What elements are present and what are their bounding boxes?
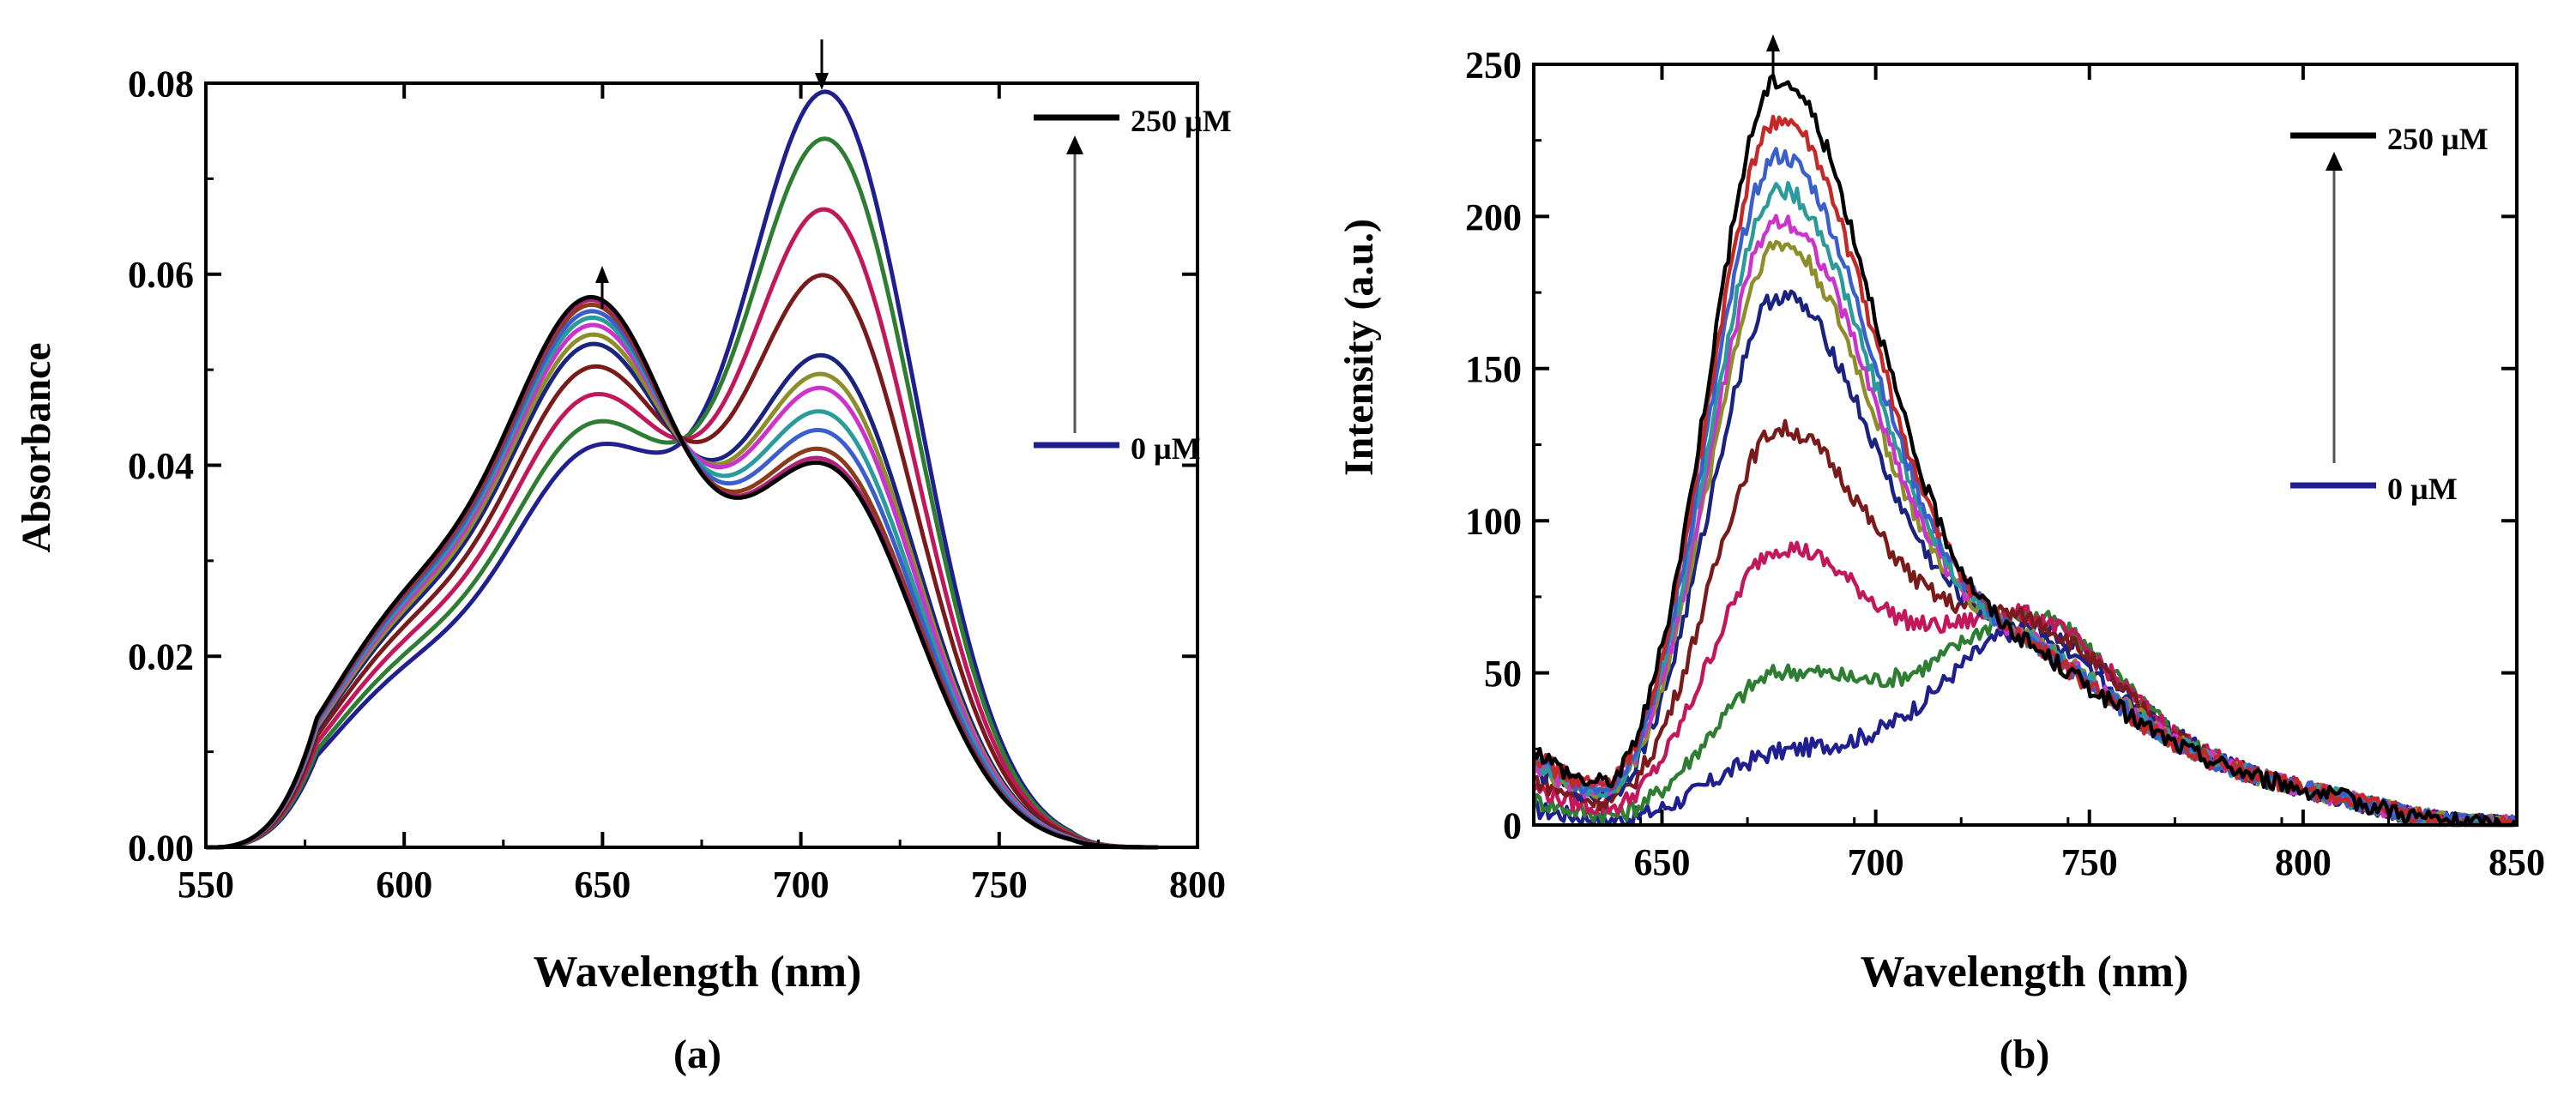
series-line-6 (1532, 239, 2516, 828)
y-tick-label: 0.00 (128, 827, 194, 869)
series-line-8 (1531, 181, 2515, 828)
panel-a-legend: 250 µM 0 µM (1034, 104, 1232, 466)
panel-b-y-axis-label: Intensity (a.u.) (1336, 219, 1382, 476)
legend-label-0: 0 µM (1131, 431, 1201, 466)
y-tick-label: 100 (1465, 501, 1522, 543)
x-tick-label: 750 (2061, 841, 2118, 883)
x-tick-label: 550 (178, 864, 234, 906)
legend-arrow-head-icon (1066, 135, 1083, 154)
panel-b: 650 700 750 800 850 0 50 100 150 200 250 Intensity… (1336, 34, 2545, 1077)
x-tick-label: 750 (971, 864, 1028, 906)
peak-up-arrow-head-icon (1766, 34, 1780, 51)
peak1-up-arrow-head-icon (595, 266, 609, 283)
panel-a-x-axis-label: Wavelength (nm) (534, 948, 862, 997)
y-tick-label: 150 (1465, 348, 1522, 390)
y-tick-label: 0 (1503, 804, 1522, 846)
series-line-10 (1533, 114, 2516, 828)
panel-b-x-axis-label: Wavelength (nm) (1861, 948, 2189, 997)
y-tick-label: 250 (1465, 44, 1522, 86)
legend-label-250: 250 µM (1131, 104, 1232, 138)
y-tick-label: 0.08 (128, 63, 194, 105)
panel-a-annotations (595, 39, 829, 309)
panel-a: 550 600 650 700 750 800 0.00 0.02 0.04 0.06 0.08 A… (14, 39, 1232, 1077)
x-tick-label: 650 (574, 864, 630, 906)
peak2-down-arrow-head-icon (815, 73, 829, 90)
x-tick-label: 850 (2489, 841, 2545, 883)
panel-a-label: (a) (673, 1032, 721, 1077)
x-tick-label: 650 (1633, 841, 1690, 883)
panel-b-axes: 650 700 750 800 850 0 50 100 150 200 250 (1465, 44, 2545, 883)
x-tick-label: 700 (1848, 841, 1904, 883)
y-tick-label: 50 (1484, 653, 1522, 695)
series-line-11 (206, 298, 1158, 850)
panel-a-axes: 550 600 650 700 750 800 0.00 0.02 0.04 0.06 0.08 (128, 63, 1226, 906)
panel-a-y-axis-label: Absorbance (14, 342, 59, 552)
legend-arrow-head-icon (2326, 152, 2343, 171)
plot-frame (1532, 63, 2519, 827)
panel-b-annotations (1766, 34, 1780, 74)
panel-b-legend: 250 µM 0 µM (2290, 122, 2489, 506)
series-line-7 (1533, 214, 2516, 828)
series-line-1 (206, 89, 1158, 850)
series-line-12 (206, 294, 1158, 850)
panel-b-curves (1531, 73, 2518, 828)
x-tick-label: 800 (2275, 841, 2332, 883)
y-tick-label: 0.02 (128, 636, 194, 678)
y-tick-label: 200 (1465, 196, 1522, 238)
series-line-4 (206, 273, 1158, 850)
x-tick-label: 700 (773, 864, 830, 906)
panel-a-curves (206, 89, 1158, 850)
y-tick-label: 0.06 (128, 254, 194, 296)
series-line-3 (206, 207, 1158, 850)
panel-b-label: (b) (2000, 1032, 2050, 1077)
series-line-2 (206, 136, 1158, 850)
series-line-11 (1531, 73, 2517, 828)
legend-label-250: 250 µM (2387, 122, 2489, 156)
series-line-10 (206, 302, 1158, 850)
x-tick-label: 600 (376, 864, 432, 906)
y-tick-label: 0.04 (128, 445, 194, 487)
legend-label-0: 0 µM (2387, 472, 2458, 506)
x-tick-label: 800 (1169, 864, 1226, 906)
